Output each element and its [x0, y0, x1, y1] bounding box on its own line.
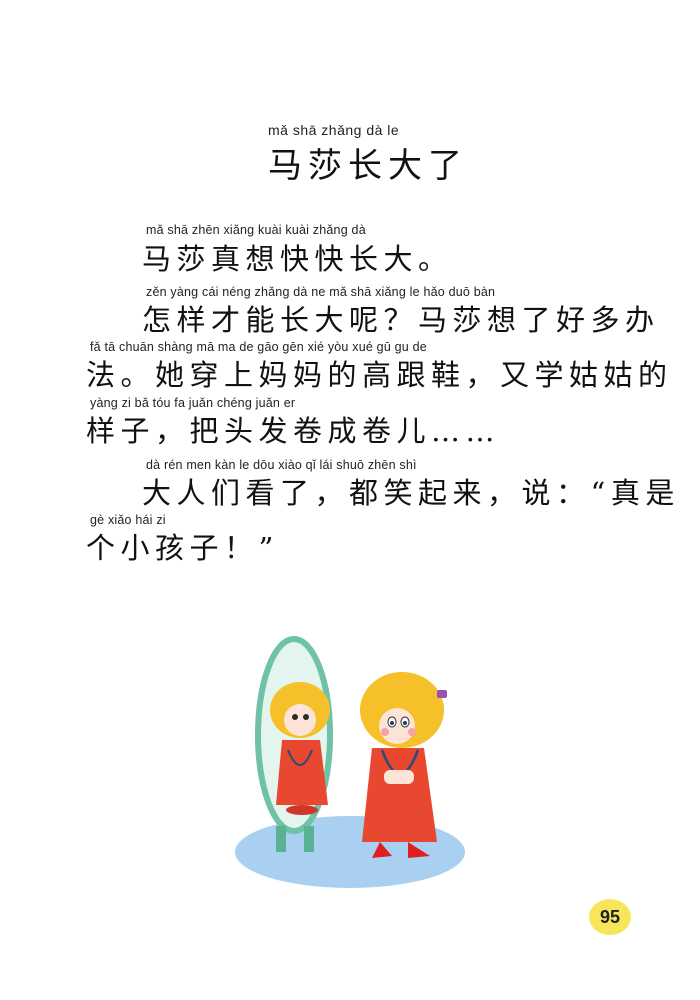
page-number-badge: 95	[589, 899, 631, 935]
title-pinyin: mǎ shā zhǎng dà le	[268, 122, 400, 138]
pinyin-line: dà rén men kàn le dōu xiào qǐ lái shuō z…	[146, 458, 417, 472]
text-line: 个小孩子！”	[86, 531, 279, 565]
text-line: 怎样才能长大呢？马莎想了好多办	[142, 303, 660, 337]
text-line: 样子，把头发卷成卷儿……	[86, 414, 501, 448]
text-line: 大人们看了，都笑起来，说：“真是	[142, 476, 680, 510]
pinyin-line: zěn yàng cái néng zhǎng dà ne mǎ shā xiǎ…	[146, 285, 496, 299]
illustration-girl-mirror	[235, 636, 465, 888]
pinyin-line: yàng zi bǎ tóu fa juǎn chéng juǎn er	[90, 396, 296, 410]
pinyin-line: mǎ shā zhēn xiǎng kuài kuài zhǎng dà	[146, 223, 366, 237]
pinyin-line: fǎ tā chuān shàng mā ma de gāo gēn xié y…	[90, 340, 427, 354]
page-title: 马莎长大了	[268, 146, 468, 186]
mirror-icon	[255, 636, 333, 852]
text-line: 马莎真想快快长大。	[142, 242, 453, 276]
text-line: 法。她穿上妈妈的高跟鞋，又学姑姑的	[86, 358, 673, 392]
girl-figure	[360, 672, 447, 858]
pinyin-line: gè xiǎo hái zi	[90, 513, 166, 527]
